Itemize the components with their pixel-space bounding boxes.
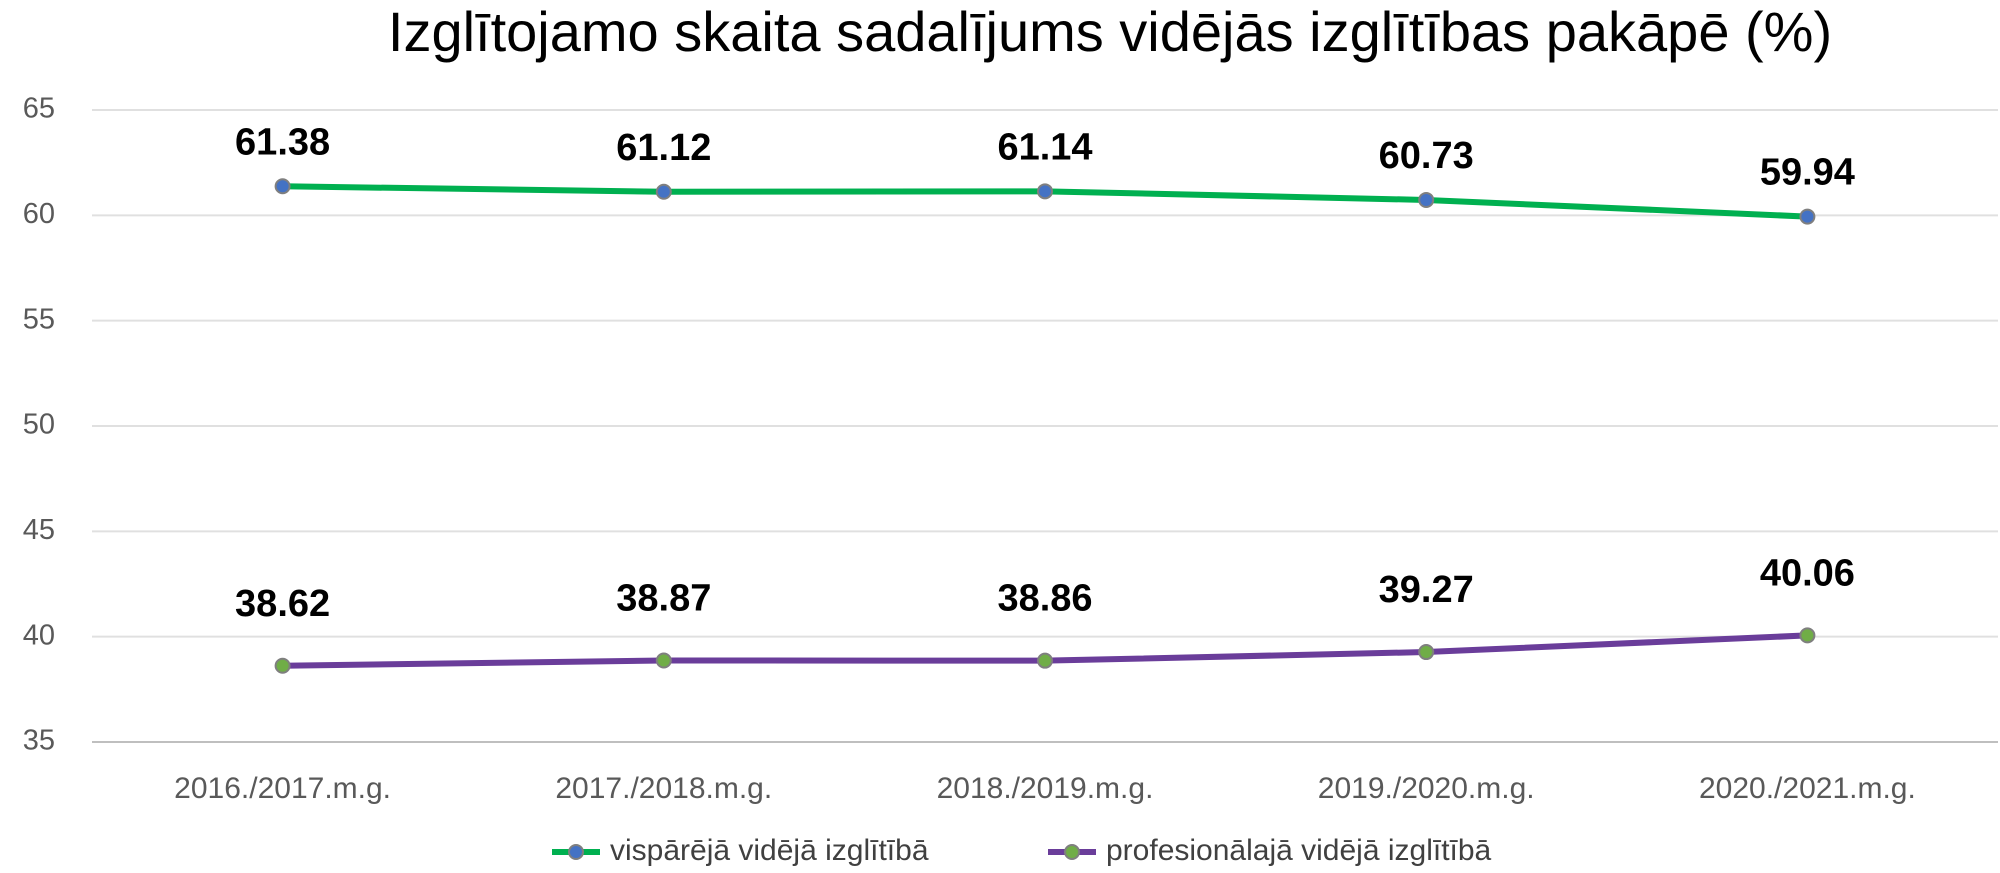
marker bbox=[655, 652, 672, 669]
marker bbox=[1799, 627, 1816, 644]
chart-title: Izglītojamo skaita sadalījums vidējās iz… bbox=[388, 0, 1832, 63]
legend-marker bbox=[1064, 844, 1080, 860]
data-label: 61.38 bbox=[235, 121, 330, 163]
marker bbox=[274, 178, 291, 195]
y-tick-label: 60 bbox=[23, 198, 55, 230]
marker bbox=[1418, 644, 1435, 661]
y-tick-label: 65 bbox=[23, 93, 55, 125]
y-tick-label: 55 bbox=[23, 303, 55, 335]
y-tick-label: 50 bbox=[23, 409, 55, 441]
x-tick-label: 2020./2021.m.g. bbox=[1699, 772, 1916, 805]
data-label: 59.94 bbox=[1760, 152, 1855, 194]
x-tick-label: 2018./2019.m.g. bbox=[937, 772, 1154, 805]
data-label: 40.06 bbox=[1760, 552, 1855, 594]
legend-label: profesionālajā vidējā izglītībā bbox=[1106, 834, 1492, 867]
x-tick-label: 2019./2020.m.g. bbox=[1318, 772, 1535, 805]
marker bbox=[655, 183, 672, 200]
marker bbox=[1799, 208, 1816, 225]
data-label: 39.27 bbox=[1379, 569, 1474, 611]
x-tick-label: 2017./2018.m.g. bbox=[555, 772, 772, 805]
marker bbox=[1418, 191, 1435, 208]
y-tick-label: 45 bbox=[23, 514, 55, 546]
legend-label: vispārējā vidējā izglītībā bbox=[610, 834, 929, 867]
marker bbox=[1037, 652, 1053, 669]
data-label: 38.62 bbox=[235, 583, 330, 625]
x-tick-label: 2016./2017.m.g. bbox=[174, 772, 391, 805]
data-label: 61.12 bbox=[616, 127, 711, 169]
data-label: 38.86 bbox=[997, 578, 1092, 620]
y-tick-label: 35 bbox=[23, 725, 55, 757]
legend-marker bbox=[568, 844, 584, 860]
data-label: 38.87 bbox=[616, 578, 711, 620]
marker bbox=[1037, 183, 1053, 200]
data-label: 61.14 bbox=[997, 126, 1092, 168]
marker bbox=[274, 657, 291, 674]
data-label: 60.73 bbox=[1379, 135, 1474, 177]
y-tick-label: 40 bbox=[23, 619, 55, 651]
